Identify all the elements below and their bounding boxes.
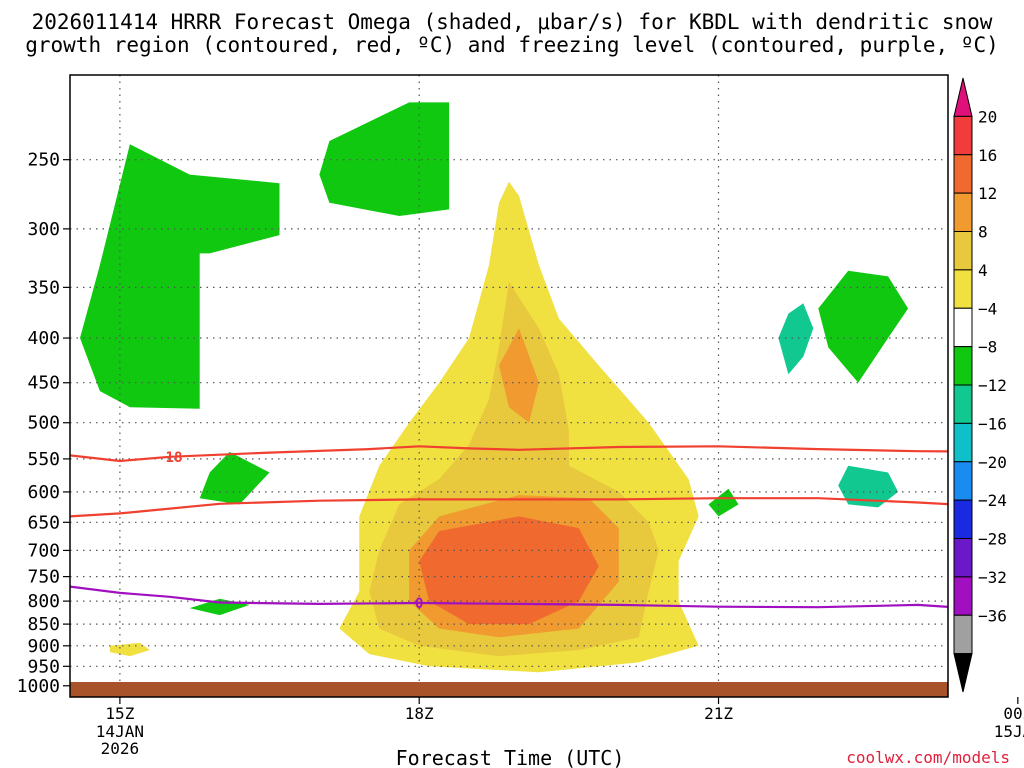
- y-tick-label: 900: [27, 636, 60, 657]
- colorbar-label: −28: [978, 530, 1007, 549]
- colorbar-label: −8: [978, 338, 997, 357]
- x-tick-label: 21Z: [704, 704, 733, 723]
- colorbar-bin: [953, 346, 973, 386]
- colorbar-top-triangle: [953, 77, 973, 117]
- x-tick-label: 15Z: [105, 704, 134, 723]
- y-tick-label: 500: [27, 413, 60, 434]
- colorbar-label: −32: [978, 568, 1007, 587]
- y-tick-label: 350: [27, 277, 60, 298]
- omega-region-28: [109, 642, 150, 657]
- colorbar-label: −12: [978, 376, 1007, 395]
- y-tick-label: 450: [27, 373, 60, 394]
- colorbar-label: −36: [978, 606, 1007, 625]
- contour-label--18: −18: [157, 450, 182, 466]
- colorbar-bin: [953, 154, 973, 194]
- colorbar-bin: [953, 307, 973, 348]
- colorbar-bin: [953, 538, 973, 578]
- x-tick-date: 15JAN: [994, 722, 1024, 741]
- chart-title-line-2: growth region (contoured, red, ºC) and f…: [25, 33, 999, 57]
- omega-shading-layer: [80, 102, 1024, 676]
- ground-below-surface: [70, 682, 948, 697]
- contour-layer: −18−18−18−1200: [70, 445, 1024, 612]
- x-axis-label: Forecast Time (UTC): [396, 746, 625, 768]
- y-tick-label: 250: [27, 150, 60, 171]
- y-tick-label: 300: [27, 219, 60, 240]
- colorbar-bin: [953, 115, 973, 156]
- colorbar-label: −16: [978, 414, 1007, 433]
- omega-region-0: [80, 144, 280, 409]
- colorbar-bottom-triangle: [953, 653, 973, 693]
- y-tick-label: 700: [27, 540, 60, 561]
- colorbar-bin: [953, 192, 973, 232]
- colorbar-bin: [953, 269, 973, 309]
- colorbar-label: −4: [978, 299, 997, 318]
- omega-region-31: [499, 328, 539, 423]
- y-tick-label: 400: [27, 328, 60, 349]
- x-tick-label: 18Z: [405, 704, 434, 723]
- y-tick-label: 550: [27, 449, 60, 470]
- omega-region-27: [998, 587, 1024, 606]
- y-tick-label: 850: [27, 614, 60, 635]
- y-tick-label: 1000: [17, 676, 60, 697]
- colorbar-label: 8: [978, 223, 988, 242]
- y-tick-label: 950: [27, 656, 60, 677]
- time-axis: 15Z14JAN202618Z21Z00Z15JAN03Z06Z: [96, 697, 1024, 758]
- plot-frame: [69, 74, 949, 698]
- y-tick-label: 800: [27, 591, 60, 612]
- colorbar: 20 16 12 8 4 −4 −8 −12 −16 −20 −24 −28 −32 −36: [953, 77, 1007, 693]
- omega-region-14: [838, 465, 899, 508]
- chart-title-line-1: 2026011414 HRRR Forecast Omega (shaded, …: [32, 10, 993, 34]
- colorbar-bin: [953, 499, 973, 539]
- omega-region-34: [419, 516, 599, 625]
- colorbar-bin: [953, 614, 973, 655]
- contour-line--18: [70, 445, 948, 463]
- omega-region-2: [818, 270, 909, 383]
- colorbar-label: 20: [978, 107, 997, 126]
- omega-region-7: [199, 451, 270, 505]
- colorbar-label: −24: [978, 491, 1007, 510]
- colorbar-label: 4: [978, 261, 988, 280]
- colorbar-bin: [953, 422, 973, 463]
- x-tick-year: 2026: [101, 739, 140, 758]
- plot-area: −18−18−18−1200: [70, 75, 1024, 697]
- colorbar-bin: [953, 461, 973, 501]
- colorbar-label: 16: [978, 146, 997, 165]
- contour-label--18: −18: [1005, 445, 1024, 461]
- y-tick-label: 600: [27, 482, 60, 503]
- omega-region-10: [988, 624, 1024, 676]
- colorbar-label: −20: [978, 453, 1007, 472]
- y-tick-label: 750: [27, 567, 60, 588]
- omega-region-6: [1008, 430, 1024, 539]
- colorbar-bin: [953, 576, 973, 616]
- credit-link[interactable]: coolwx.com/models: [846, 748, 1010, 767]
- omega-region-9: [708, 488, 739, 517]
- contour-label-0: 0: [415, 596, 423, 612]
- omega-region-1: [319, 102, 450, 216]
- colorbar-label: 12: [978, 184, 997, 203]
- contour-line--12: [70, 497, 948, 518]
- contour-line-0: [70, 585, 948, 609]
- pressure-axis: 2503003504004505005506006507007508008509…: [17, 150, 70, 697]
- y-tick-label: 650: [27, 512, 60, 533]
- x-tick-label: 00Z: [1003, 704, 1024, 723]
- colorbar-bin: [953, 384, 973, 424]
- colorbar-bin: [953, 231, 973, 271]
- x-tick-date: 14JAN: [96, 722, 144, 741]
- omega-region-12: [778, 303, 814, 375]
